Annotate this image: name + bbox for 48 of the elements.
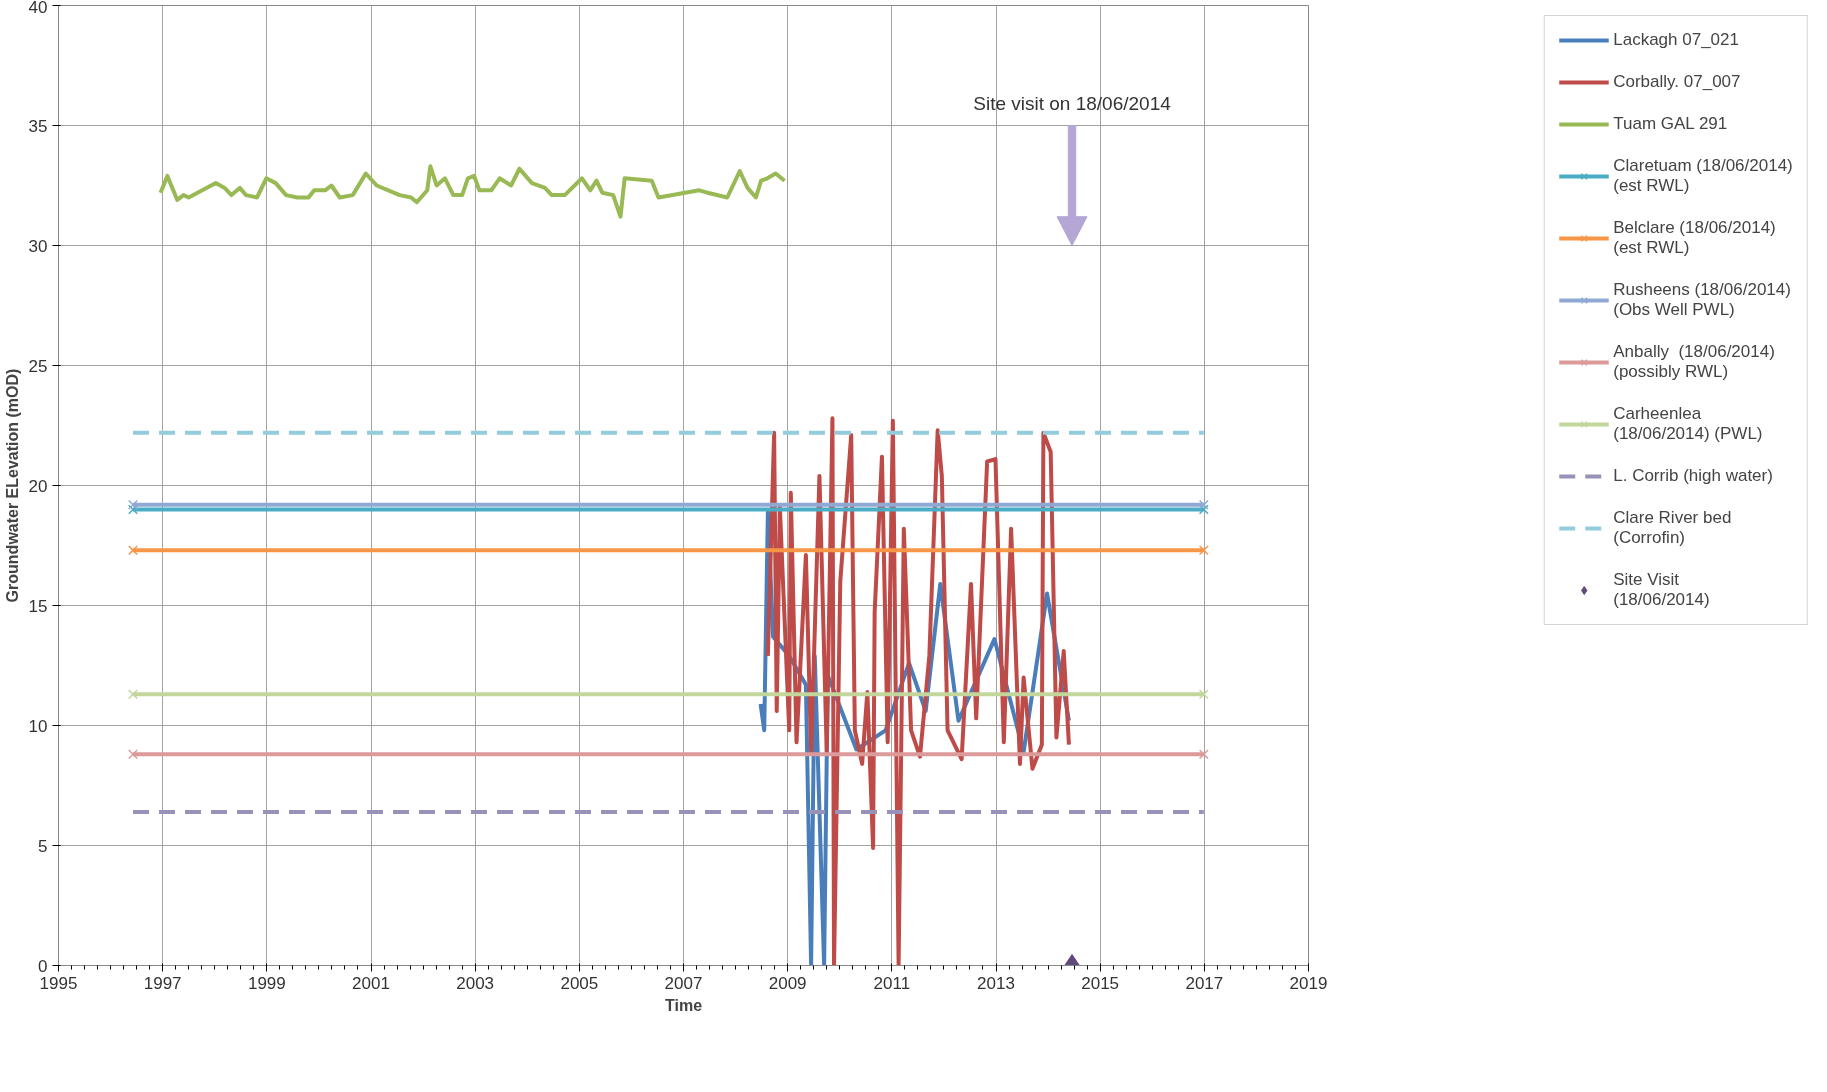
point [127, 504, 138, 515]
line-series [158, 164, 787, 219]
line-series [765, 416, 1071, 966]
point [1198, 689, 1209, 700]
x-tick-label: 2009 [768, 973, 807, 993]
point [1198, 749, 1209, 760]
x-tick-label: 1997 [143, 973, 182, 993]
point [1198, 545, 1209, 556]
x-tick-label: 1995 [39, 973, 78, 993]
y-tick-label: 15 [28, 596, 48, 616]
legend-label: Corbally. 07_007 [1613, 72, 1741, 92]
point [127, 689, 138, 700]
y-tick-label: 20 [28, 476, 48, 496]
legend-label: Site Visit (18/06/2014) [1613, 570, 1710, 610]
x-tick-label: 2003 [456, 973, 495, 993]
y-tick-label: 40 [28, 0, 48, 17]
point [127, 749, 138, 760]
y-tick-label: 10 [28, 716, 48, 736]
x-tick-label: 2017 [1185, 973, 1224, 993]
legend-label: Carheenlea (18/06/2014) (PWL) [1613, 404, 1763, 444]
y-axis-title: Groundwater ELevation (mOD) [3, 368, 21, 603]
y-tick-label: 30 [28, 236, 48, 256]
point [127, 499, 138, 510]
x-tick-label: 2011 [873, 973, 911, 993]
x-tick-label: 1999 [247, 973, 286, 993]
legend-label: Clare River bed (Corrofin) [1613, 508, 1732, 548]
x-axis-title: Time [664, 996, 703, 1014]
x-tick-label: 2013 [977, 973, 1015, 993]
legend-label: Anbally (18/06/2014) (possibly RWL) [1613, 342, 1775, 382]
annotation: Site visit on 18/06/2014 [973, 92, 1172, 114]
point [1198, 504, 1209, 515]
x-tick-label: 2015 [1081, 973, 1120, 993]
legend-label: Claretuam (18/06/2014) (est RWL) [1613, 156, 1793, 196]
y-tick-label: 25 [28, 356, 48, 376]
y-tick-label: 5 [38, 836, 48, 856]
legend-label: Tuam GAL 291 [1613, 114, 1728, 134]
x-tick-label: 2007 [664, 973, 703, 993]
x-tick-label: 2001 [352, 973, 390, 993]
legend-label: Rusheens (18/06/2014) (Obs Well PWL) [1613, 280, 1791, 320]
x-tick-label: 2005 [560, 973, 599, 993]
y-tick-label: 0 [38, 956, 48, 976]
y-tick-label: 35 [28, 116, 48, 136]
x-tick-label: 2019 [1289, 973, 1328, 993]
legend-label: Belclare (18/06/2014) (est RWL) [1613, 218, 1776, 258]
legend-label: Lackagh 07_021 [1613, 30, 1739, 50]
point [127, 545, 138, 556]
point [1198, 499, 1209, 510]
legend-label: L. Corrib (high water) [1613, 466, 1773, 486]
